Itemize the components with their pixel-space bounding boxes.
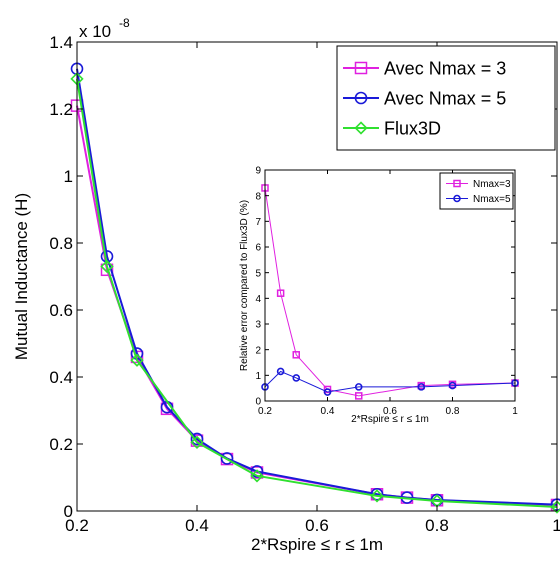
legend-marker-1 (354, 61, 368, 75)
x-axis-label: 2*Rspire ≤ r ≤ 1m (351, 414, 429, 425)
x-axis-label: 2*Rspire ≤ r ≤ 1m (251, 535, 383, 554)
x-tick-label: 0.2 (65, 516, 89, 535)
data-point-s3-3 (130, 353, 144, 367)
y-tick-label: 7 (255, 217, 261, 228)
inset-chart: 0.2 0.4 0.6 0.8 1 0 1 2 3 4 5 6 7 8 9 2*Rspire ≤ r ≤ 1m… (239, 166, 519, 425)
legend-label-3: Flux3D (384, 118, 441, 138)
legend-marker-2 (354, 91, 368, 105)
y-tick-label: 9 (255, 166, 261, 177)
y-axis-label: Mutual Inductance (H) (12, 193, 31, 360)
y-tick-label: 5 (255, 268, 261, 279)
y-axis-label: Relative error compared to Flux3D (%) (239, 200, 250, 371)
data-point-s2-2 (276, 367, 285, 376)
legend-marker-1 (453, 179, 461, 188)
y-tick-label: 1.4 (49, 33, 73, 52)
y-tick-label: 0.2 (49, 435, 73, 454)
series-line-3 (76, 78, 558, 508)
x-tick-label: 0.6 (383, 406, 397, 417)
y-multiplier-label: x 10 (79, 22, 111, 41)
x-tick-label: 0.2 (258, 406, 272, 417)
y-tick-label: 0.4 (49, 368, 73, 387)
legend-label-1: Nmax=3 (473, 179, 511, 190)
data-point-s3-5 (250, 469, 264, 483)
y-tick-label: 0 (64, 502, 73, 521)
data-point-s2-7 (448, 381, 457, 390)
data-point-s1-2 (276, 289, 285, 297)
data-point-s2-6 (220, 452, 234, 465)
legend-box (439, 172, 514, 210)
x-tick-label: 0.4 (185, 516, 209, 535)
data-point-s2-3 (292, 374, 301, 382)
y-multiplier-exponent: -8 (119, 16, 130, 30)
y-tick-label: 1 (255, 371, 261, 382)
legend-label-1: Avec Nmax = 3 (384, 58, 506, 78)
y-tick-label: 4 (255, 294, 261, 305)
y-tick-label: 0.6 (49, 301, 73, 320)
legend-marker-2 (453, 194, 461, 203)
y-tick-label: 6 (255, 243, 261, 254)
y-tick-label: 1.2 (49, 100, 73, 119)
x-tick-label: 0.8 (425, 516, 449, 535)
y-tick-label: 0 (255, 397, 261, 408)
y-tick-label: 0.8 (49, 234, 73, 253)
x-tick-label: 1 (552, 516, 560, 535)
y-tick-label: 8 (255, 191, 261, 202)
y-tick-label: 1 (64, 167, 73, 186)
x-tick-label: 0.4 (321, 406, 335, 417)
series-line-1 (264, 187, 516, 397)
x-tick-label: 0.8 (446, 406, 460, 417)
x-tick-label: 0.6 (305, 516, 329, 535)
y-tick-label: 2 (255, 345, 261, 356)
data-point-s3-6 (370, 489, 384, 503)
x-tick-label: 1 (512, 406, 518, 417)
data-point-s1-3 (292, 351, 300, 359)
data-point-s2-5 (354, 383, 363, 391)
data-point-s2-5 (190, 432, 204, 446)
data-point-s2-4 (323, 388, 332, 396)
legend-label-2: Avec Nmax = 5 (384, 88, 506, 108)
y-tick-label: 3 (255, 320, 261, 331)
legend-marker-3 (354, 121, 368, 135)
data-point-s2-6 (417, 383, 426, 391)
data-point-s1-5 (355, 392, 363, 400)
data-point-s3-2 (100, 259, 114, 274)
data-point-s3-8 (550, 500, 560, 514)
data-point-s2-7 (250, 465, 264, 478)
data-point-s3-4 (190, 435, 204, 449)
legend-label-2: Nmax=5 (473, 194, 511, 205)
